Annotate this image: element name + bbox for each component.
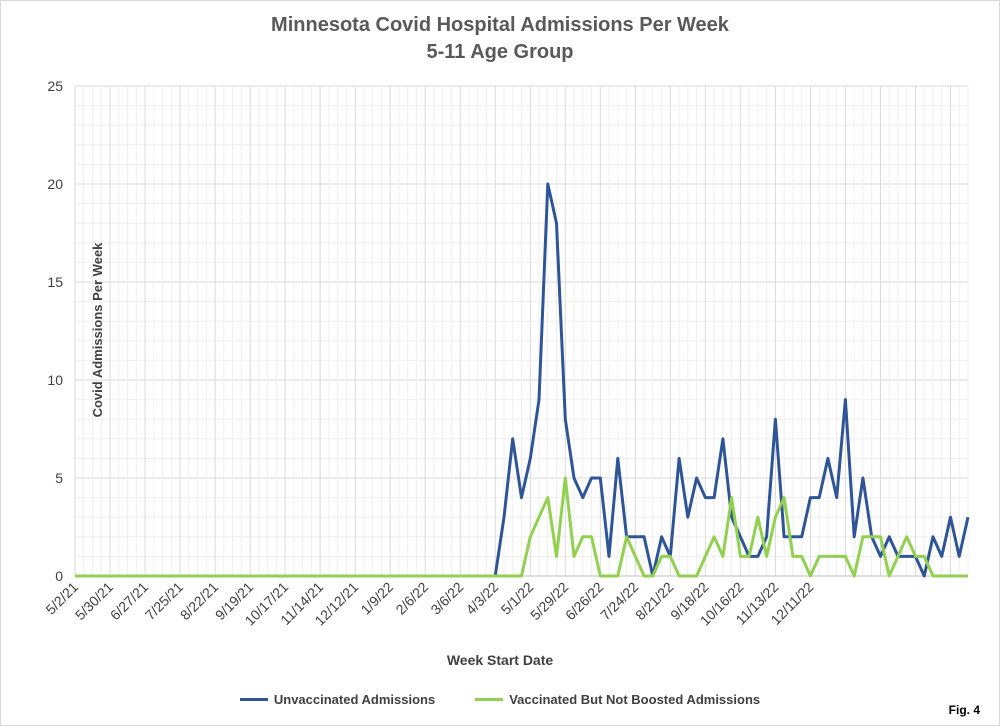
legend-item-vaccinated-not-boosted: Vaccinated But Not Boosted Admissions <box>475 692 760 707</box>
x-tick-label: 6/27/21 <box>107 579 151 623</box>
y-axis-label: Covid Admissions Per Week <box>89 242 105 418</box>
y-tick-label: 5 <box>55 470 63 486</box>
x-tick-label: 7/25/21 <box>142 579 186 623</box>
x-tick-label: 7/24/22 <box>597 579 641 623</box>
x-axis-label: Week Start Date <box>446 652 554 668</box>
x-tick-label: 8/21/22 <box>632 579 676 623</box>
x-tick-label: 5/29/22 <box>527 579 571 623</box>
y-tick-label: 15 <box>47 274 63 290</box>
x-tick-label: 8/22/21 <box>177 579 221 623</box>
x-tick-label: 5/30/21 <box>72 579 116 623</box>
legend: Unvaccinated Admissions Vaccinated But N… <box>0 692 1000 707</box>
x-tick-label: 3/6/22 <box>427 579 466 618</box>
legend-swatch-unvaccinated <box>239 698 268 701</box>
figure-label: Fig. 4 <box>948 703 980 717</box>
x-tick-label: 6/26/22 <box>562 579 606 623</box>
legend-label-unvaccinated: Unvaccinated Admissions <box>273 692 436 707</box>
x-tick-label: 4/3/22 <box>463 579 502 618</box>
y-tick-label: 0 <box>55 568 63 584</box>
legend-swatch-vaccinated-not-boosted <box>475 698 504 701</box>
x-tick-label: 2/6/22 <box>392 579 431 618</box>
legend-item-unvaccinated: Unvaccinated Admissions <box>239 692 436 707</box>
chart-title: Minnesota Covid Hospital Admissions Per … <box>271 14 729 36</box>
y-tick-label: 25 <box>47 78 63 94</box>
y-tick-label: 10 <box>47 372 63 388</box>
chart-subtitle: 5-11 Age Group <box>426 41 574 63</box>
x-tick-label: 1/9/22 <box>357 579 396 618</box>
series-line-vaccinated-not-boosted <box>75 476 968 578</box>
legend-label-vaccinated-not-boosted: Vaccinated But Not Boosted Admissions <box>509 692 761 707</box>
y-tick-label: 20 <box>47 176 63 192</box>
